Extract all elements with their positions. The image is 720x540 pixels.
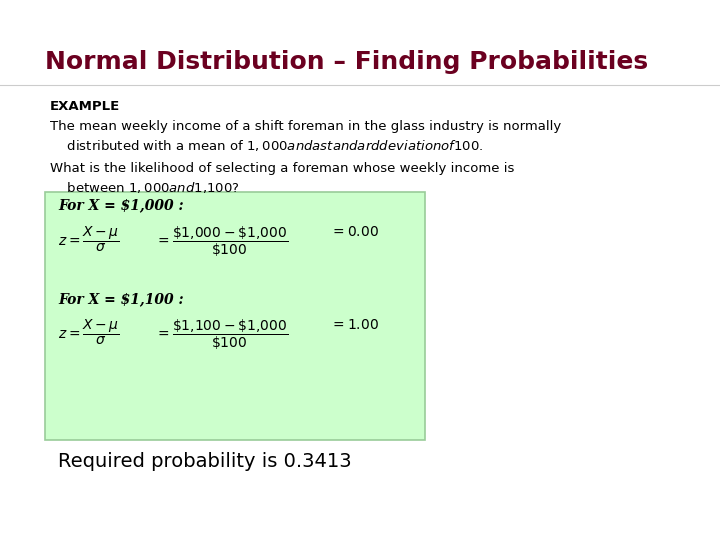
Text: The mean weekly income of a shift foreman in the glass industry is normally: The mean weekly income of a shift forema… xyxy=(50,120,562,133)
Text: What is the likelihood of selecting a foreman whose weekly income is: What is the likelihood of selecting a fo… xyxy=(50,162,514,175)
Text: $= 1.00$: $= 1.00$ xyxy=(330,318,379,332)
Text: For X = $1,100 :: For X = $1,100 : xyxy=(58,292,184,306)
Bar xyxy=(45,192,425,440)
Text: $z = \dfrac{X - \mu}{\sigma}$: $z = \dfrac{X - \mu}{\sigma}$ xyxy=(58,225,120,254)
Text: $= 0.00$: $= 0.00$ xyxy=(330,225,379,239)
Text: distributed with a mean of $1,000 and a standard deviation of $100.: distributed with a mean of $1,000 and a … xyxy=(50,138,483,153)
Text: $z = \dfrac{X - \mu}{\sigma}$: $z = \dfrac{X - \mu}{\sigma}$ xyxy=(58,318,120,347)
Text: EXAMPLE: EXAMPLE xyxy=(50,100,120,113)
Text: Required probability is 0.3413: Required probability is 0.3413 xyxy=(58,452,351,471)
Text: $= \dfrac{\$1{,}000 - \$1{,}000}{\$100}$: $= \dfrac{\$1{,}000 - \$1{,}000}{\$100}$ xyxy=(155,225,288,259)
Text: $= \dfrac{\$1{,}100 - \$1{,}000}{\$100}$: $= \dfrac{\$1{,}100 - \$1{,}000}{\$100}$ xyxy=(155,318,288,352)
Text: between $1,000 and $1,100?: between $1,000 and $1,100? xyxy=(50,180,240,195)
Text: For X = $1,000 :: For X = $1,000 : xyxy=(58,198,184,212)
Text: Normal Distribution – Finding Probabilities: Normal Distribution – Finding Probabilit… xyxy=(45,50,648,74)
